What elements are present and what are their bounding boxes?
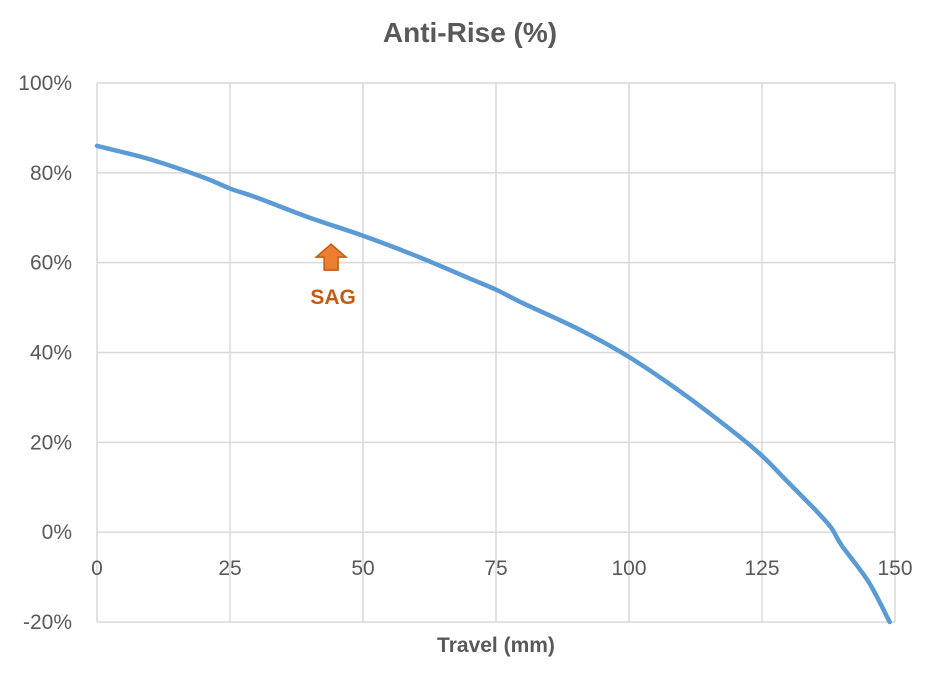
series-layer: [94, 143, 892, 625]
y-tick-label: 100%: [18, 72, 72, 95]
gridlines: [96, 82, 896, 623]
y-tick-label: 60%: [30, 252, 72, 275]
y-tick-label: -20%: [23, 611, 72, 634]
series-line: [94, 143, 892, 625]
sag-annotation-label: SAG: [310, 286, 356, 309]
y-tick-label: 80%: [30, 162, 72, 185]
y-tick-label: 40%: [30, 342, 72, 365]
y-tick-label: 0%: [42, 521, 72, 544]
x-tick-label: 0: [91, 557, 103, 580]
chart-title: Anti-Rise (%): [383, 17, 557, 48]
x-tick-label: 75: [484, 557, 507, 580]
x-tick-label: 125: [744, 557, 779, 580]
x-tick-label: 150: [877, 557, 912, 580]
x-tick-label: 50: [351, 557, 374, 580]
x-tick-label: 100: [611, 557, 646, 580]
tick-labels: -20% 0% 20% 40% 60% 80% 100% 0 25 50 75 100 125 150: [18, 72, 912, 634]
up-arrow-icon: [314, 243, 349, 271]
x-axis-title: Travel (mm): [437, 634, 555, 657]
annotations: SAG: [310, 243, 356, 309]
y-tick-label: 20%: [30, 431, 72, 454]
x-tick-label: 25: [218, 557, 241, 580]
